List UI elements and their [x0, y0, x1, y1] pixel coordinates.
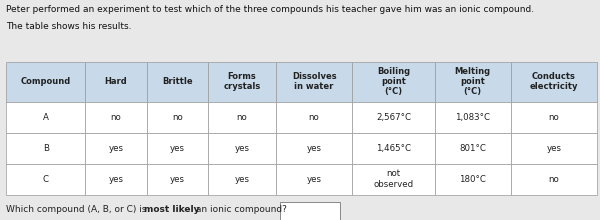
Text: The table shows his results.: The table shows his results.: [6, 22, 131, 31]
Text: yes: yes: [235, 144, 250, 153]
Bar: [208, 62, 276, 102]
Text: C: C: [43, 175, 49, 184]
Bar: [276, 102, 352, 133]
Text: yes: yes: [170, 175, 185, 184]
Bar: [435, 102, 511, 133]
Text: 801°C: 801°C: [459, 144, 486, 153]
Bar: [6, 62, 85, 102]
Text: 180°C: 180°C: [459, 175, 486, 184]
Bar: [208, 133, 276, 164]
Bar: [511, 164, 597, 195]
Bar: [146, 102, 208, 133]
Bar: [511, 102, 597, 133]
Bar: [208, 164, 276, 195]
Text: B: B: [43, 144, 49, 153]
Bar: [435, 133, 511, 164]
Text: yes: yes: [546, 144, 561, 153]
Text: Forms
crystals: Forms crystals: [223, 72, 260, 91]
Bar: [85, 102, 146, 133]
Text: no: no: [548, 175, 559, 184]
Bar: [146, 62, 208, 102]
Bar: [276, 133, 352, 164]
Text: Conducts
electricity: Conducts electricity: [530, 72, 578, 91]
Bar: [352, 164, 435, 195]
Bar: [85, 133, 146, 164]
Bar: [6, 133, 85, 164]
Bar: [435, 62, 511, 102]
Text: yes: yes: [170, 144, 185, 153]
Text: most likely: most likely: [144, 205, 199, 214]
Bar: [276, 62, 352, 102]
Text: not
observed: not observed: [373, 169, 413, 189]
Text: yes: yes: [307, 144, 322, 153]
Text: Melting
point
(°C): Melting point (°C): [455, 67, 491, 96]
Bar: [280, 202, 340, 220]
Text: Brittle: Brittle: [162, 77, 193, 86]
Bar: [352, 102, 435, 133]
Text: no: no: [548, 113, 559, 122]
Text: an ionic compound?: an ionic compound?: [193, 205, 287, 214]
Bar: [146, 133, 208, 164]
Bar: [6, 164, 85, 195]
Text: no: no: [236, 113, 247, 122]
Text: Dissolves
in water: Dissolves in water: [292, 72, 337, 91]
Text: A: A: [43, 113, 49, 122]
Text: Boiling
point
(°C): Boiling point (°C): [377, 67, 410, 96]
Bar: [85, 62, 146, 102]
Bar: [435, 164, 511, 195]
Text: Peter performed an experiment to test which of the three compounds his teacher g: Peter performed an experiment to test wh…: [6, 6, 534, 15]
Text: 2,567°C: 2,567°C: [376, 113, 411, 122]
Bar: [276, 164, 352, 195]
Bar: [6, 102, 85, 133]
Text: yes: yes: [307, 175, 322, 184]
Bar: [352, 62, 435, 102]
Text: no: no: [309, 113, 319, 122]
Bar: [85, 164, 146, 195]
Text: yes: yes: [109, 144, 124, 153]
Text: no: no: [110, 113, 121, 122]
Bar: [208, 102, 276, 133]
Bar: [511, 62, 597, 102]
Text: Hard: Hard: [104, 77, 127, 86]
Text: 1,083°C: 1,083°C: [455, 113, 490, 122]
Bar: [146, 164, 208, 195]
Text: yes: yes: [109, 175, 124, 184]
Text: 1,465°C: 1,465°C: [376, 144, 411, 153]
Text: yes: yes: [235, 175, 250, 184]
Text: Compound: Compound: [20, 77, 71, 86]
Text: no: no: [172, 113, 182, 122]
Bar: [352, 133, 435, 164]
Bar: [511, 133, 597, 164]
Text: Which compound (A, B, or C) is: Which compound (A, B, or C) is: [6, 205, 149, 214]
